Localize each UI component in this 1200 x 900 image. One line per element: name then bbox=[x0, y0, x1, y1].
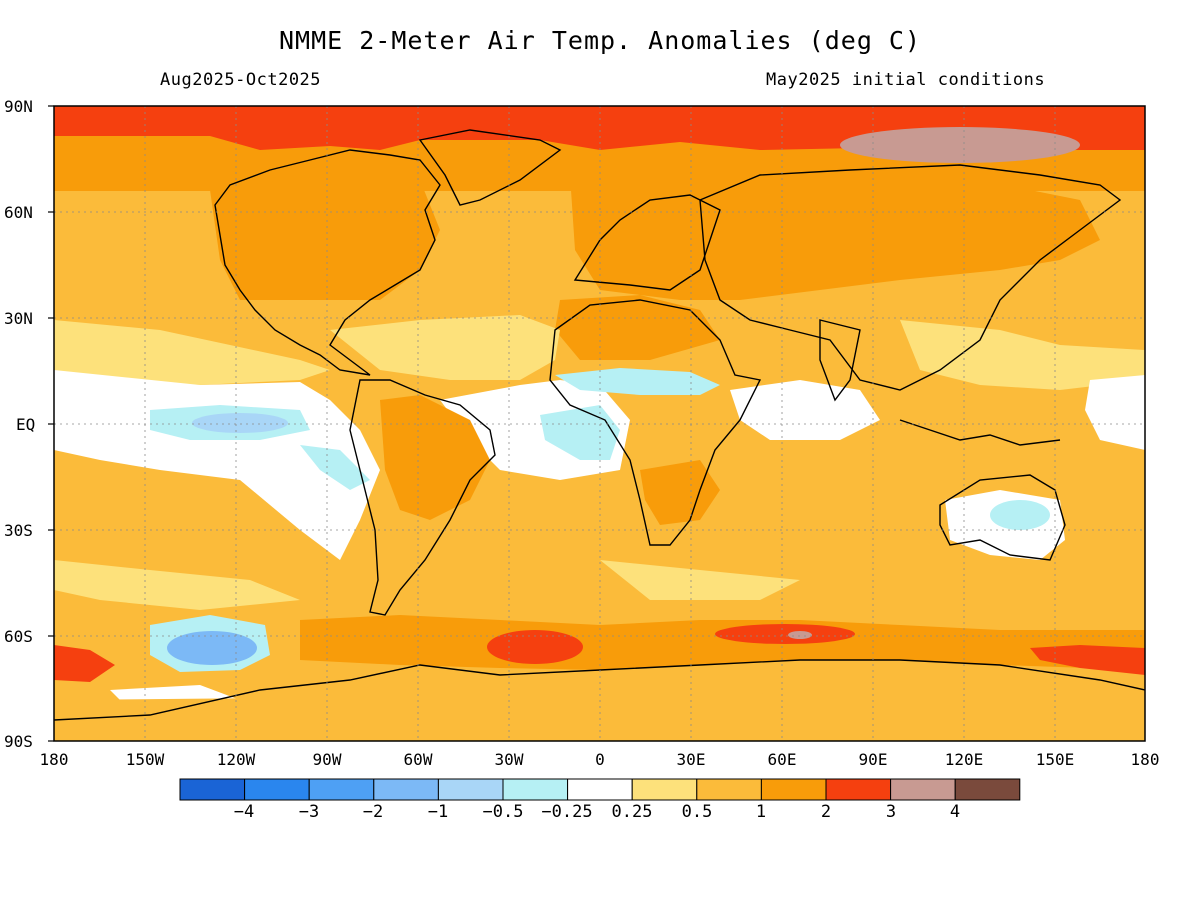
colorbar-swatch bbox=[825, 778, 892, 801]
colorbar-tick: 0.5 bbox=[681, 802, 713, 822]
forecast-period: Aug2025-Oct2025 bbox=[160, 70, 322, 90]
colorbar-tick: −1 bbox=[427, 802, 449, 822]
lat-label-30s: 30S bbox=[4, 521, 33, 540]
lon-label-150e: 150E bbox=[1035, 750, 1075, 769]
lon-label-60e: 60E bbox=[767, 750, 797, 769]
lon-label-30w: 30W bbox=[494, 750, 524, 769]
colorbar-swatch bbox=[760, 778, 827, 801]
colorbar-swatch bbox=[437, 778, 504, 801]
colorbar-tick: 2 bbox=[820, 802, 832, 822]
lon-label-90w: 90W bbox=[312, 750, 342, 769]
colorbar-swatch bbox=[502, 778, 569, 801]
lat-label-60s: 60S bbox=[4, 627, 33, 646]
lon-label-150w: 150W bbox=[125, 750, 165, 769]
map-title: NMME 2-Meter Air Temp. Anomalies (deg C) bbox=[278, 26, 922, 55]
colorbar-swatch bbox=[696, 778, 762, 801]
lat-label-eq: EQ bbox=[16, 415, 36, 434]
gridlines bbox=[54, 106, 1145, 741]
lat-label-30n: 30N bbox=[4, 309, 33, 328]
colorbar-swatch bbox=[179, 778, 246, 801]
colorbar-tick: 4 bbox=[949, 802, 961, 822]
colorbar-swatch bbox=[567, 778, 633, 801]
lon-label-60w: 60W bbox=[403, 750, 433, 769]
colorbar-swatch bbox=[890, 778, 956, 801]
colorbar-tick: −0.25 bbox=[541, 802, 593, 822]
colorbar-tick: −0.5 bbox=[482, 802, 524, 822]
lon-label-0: 0 bbox=[595, 750, 605, 769]
lat-label-90n: 90N bbox=[4, 97, 33, 116]
colorbar-tick: 3 bbox=[885, 802, 897, 822]
colorbar-tick: −2 bbox=[362, 802, 384, 822]
colorbar-tick: 1 bbox=[755, 802, 767, 822]
lat-label-60n: 60N bbox=[4, 203, 33, 222]
lon-label-180w: 180 bbox=[39, 750, 69, 769]
colorbar-tick: 0.25 bbox=[611, 802, 653, 822]
lon-label-30e: 30E bbox=[676, 750, 706, 769]
colorbar bbox=[179, 778, 1021, 801]
colorbar-swatch bbox=[373, 778, 439, 801]
colorbar-swatch bbox=[244, 778, 310, 801]
colorbar-swatch bbox=[954, 778, 1021, 801]
initial-conditions: May2025 initial conditions bbox=[766, 70, 1046, 90]
lat-label-90s: 90S bbox=[4, 732, 33, 751]
colorbar-swatch bbox=[308, 778, 375, 801]
colorbar-tick: −4 bbox=[233, 802, 255, 822]
lon-label-180e: 180 bbox=[1130, 750, 1160, 769]
colorbar-tick: −3 bbox=[298, 802, 320, 822]
axis-ticks bbox=[48, 105, 54, 742]
lon-label-120e: 120E bbox=[944, 750, 984, 769]
lon-label-90e: 90E bbox=[858, 750, 888, 769]
lon-label-120w: 120W bbox=[216, 750, 256, 769]
colorbar-swatch bbox=[631, 778, 698, 801]
